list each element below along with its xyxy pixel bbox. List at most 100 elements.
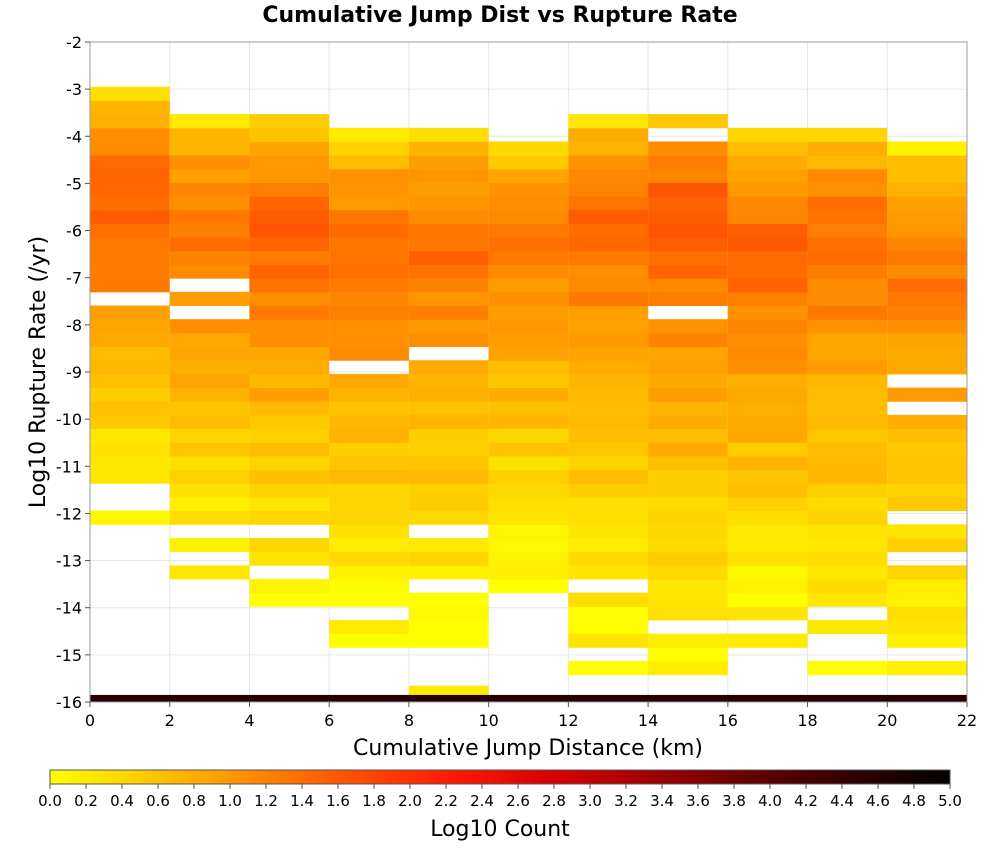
heatmap-cell bbox=[727, 319, 808, 334]
heatmap-cell bbox=[887, 196, 967, 211]
heatmap-cell bbox=[568, 660, 649, 676]
heatmap-cell bbox=[249, 196, 330, 211]
heatmap-cell bbox=[90, 455, 170, 471]
heatmap-cell bbox=[90, 319, 170, 334]
y-tick-label: -15 bbox=[56, 646, 82, 665]
heatmap-cell bbox=[408, 319, 489, 334]
colorbar-tick-label: 1.4 bbox=[290, 792, 314, 810]
heatmap-cell bbox=[90, 346, 170, 361]
heatmap-cell bbox=[169, 223, 250, 238]
heatmap-cell bbox=[90, 127, 170, 142]
heatmap-cell bbox=[568, 592, 649, 607]
heatmap-cell bbox=[648, 606, 728, 621]
heatmap-cell bbox=[488, 401, 569, 416]
heatmap-cell bbox=[727, 360, 808, 375]
heatmap-cell bbox=[90, 278, 170, 293]
heatmap-cell bbox=[169, 237, 250, 252]
heatmap-cell bbox=[568, 387, 649, 402]
heatmap-cell bbox=[169, 428, 250, 443]
heatmap-cell bbox=[169, 182, 250, 197]
heatmap-cell bbox=[408, 619, 489, 635]
y-tick-label: -13 bbox=[56, 552, 82, 571]
heatmap-cell bbox=[887, 606, 967, 621]
heatmap-cell bbox=[648, 319, 728, 334]
chart-title: Cumulative Jump Dist vs Rupture Rate bbox=[262, 3, 737, 28]
x-tick-label: 8 bbox=[404, 711, 414, 730]
heatmap-cell bbox=[727, 141, 808, 156]
heatmap-cell bbox=[249, 223, 330, 238]
heatmap-cell bbox=[488, 551, 569, 566]
colorbar-tick-label: 1.8 bbox=[362, 792, 386, 810]
heatmap-cell bbox=[249, 250, 330, 266]
heatmap-cell bbox=[727, 565, 808, 580]
heatmap-cell bbox=[408, 291, 489, 307]
heatmap-cell bbox=[648, 414, 728, 430]
heatmap-cell bbox=[887, 578, 967, 594]
heatmap-cell bbox=[568, 332, 649, 348]
heatmap-cell bbox=[488, 196, 569, 211]
heatmap-cell bbox=[727, 387, 808, 402]
heatmap-cell bbox=[249, 360, 330, 375]
heatmap-cell bbox=[807, 319, 888, 334]
heatmap-cell bbox=[329, 442, 409, 457]
colorbar-tick-label: 0.2 bbox=[74, 792, 98, 810]
heatmap-cell bbox=[488, 483, 569, 498]
heatmap-cell bbox=[329, 428, 409, 443]
colorbar-tick-label: 4.2 bbox=[794, 792, 818, 810]
heatmap-cell bbox=[887, 633, 967, 648]
heatmap-cell bbox=[329, 182, 409, 197]
heatmap-cell bbox=[329, 524, 409, 539]
heatmap-cell bbox=[249, 114, 330, 129]
heatmap-cell bbox=[329, 401, 409, 416]
x-tick-label: 10 bbox=[478, 711, 498, 730]
heatmap-cell bbox=[329, 155, 409, 170]
heatmap-cell bbox=[568, 524, 649, 539]
heatmap-cell bbox=[648, 278, 728, 293]
heatmap-cell bbox=[807, 619, 888, 635]
y-tick-label: -10 bbox=[56, 410, 82, 429]
heatmap-cell bbox=[727, 291, 808, 307]
heatmap-floor-row bbox=[90, 694, 967, 702]
heatmap-cell bbox=[488, 319, 569, 334]
heatmap-cell bbox=[169, 332, 250, 348]
heatmap-cell bbox=[249, 155, 330, 170]
heatmap-cell bbox=[807, 578, 888, 594]
heatmap-cell bbox=[568, 455, 649, 471]
heatmap-cell bbox=[90, 428, 170, 443]
heatmap-cell bbox=[568, 373, 649, 389]
heatmap-cell bbox=[887, 305, 967, 320]
heatmap-cell bbox=[488, 428, 569, 443]
heatmap-cell bbox=[727, 455, 808, 471]
heatmap-cell bbox=[648, 442, 728, 457]
heatmap-cell bbox=[807, 291, 888, 307]
heatmap-cell bbox=[568, 223, 649, 238]
heatmap-cell bbox=[648, 524, 728, 539]
heatmap-cell bbox=[568, 565, 649, 580]
heatmap-cell bbox=[648, 168, 728, 183]
heatmap-cell bbox=[329, 537, 409, 553]
heatmap-cell bbox=[488, 565, 569, 580]
heatmap-cell bbox=[169, 455, 250, 471]
heatmap-cell bbox=[727, 305, 808, 320]
heatmap-cell bbox=[568, 305, 649, 320]
heatmap-cell bbox=[249, 264, 330, 279]
heatmap-cell bbox=[568, 182, 649, 197]
heatmap-cell bbox=[408, 264, 489, 279]
heatmap-cell bbox=[568, 633, 649, 648]
heatmap-cell bbox=[488, 496, 569, 512]
heatmap-cell bbox=[807, 660, 888, 676]
heatmap-cell bbox=[488, 578, 569, 594]
heatmap-cell bbox=[90, 168, 170, 183]
heatmap-cell bbox=[249, 141, 330, 156]
heatmap-cell bbox=[249, 387, 330, 402]
colorbar-tick-label: 2.4 bbox=[470, 792, 494, 810]
heatmap-cell bbox=[807, 346, 888, 361]
heatmap-cell bbox=[648, 565, 728, 580]
heatmap-cell bbox=[169, 414, 250, 430]
colorbar-tick-label: 2.2 bbox=[434, 792, 458, 810]
heatmap-cell bbox=[90, 250, 170, 266]
heatmap-cell bbox=[648, 592, 728, 607]
heatmap-cell bbox=[329, 332, 409, 348]
heatmap-cell bbox=[648, 237, 728, 252]
heatmap-cell bbox=[329, 196, 409, 211]
